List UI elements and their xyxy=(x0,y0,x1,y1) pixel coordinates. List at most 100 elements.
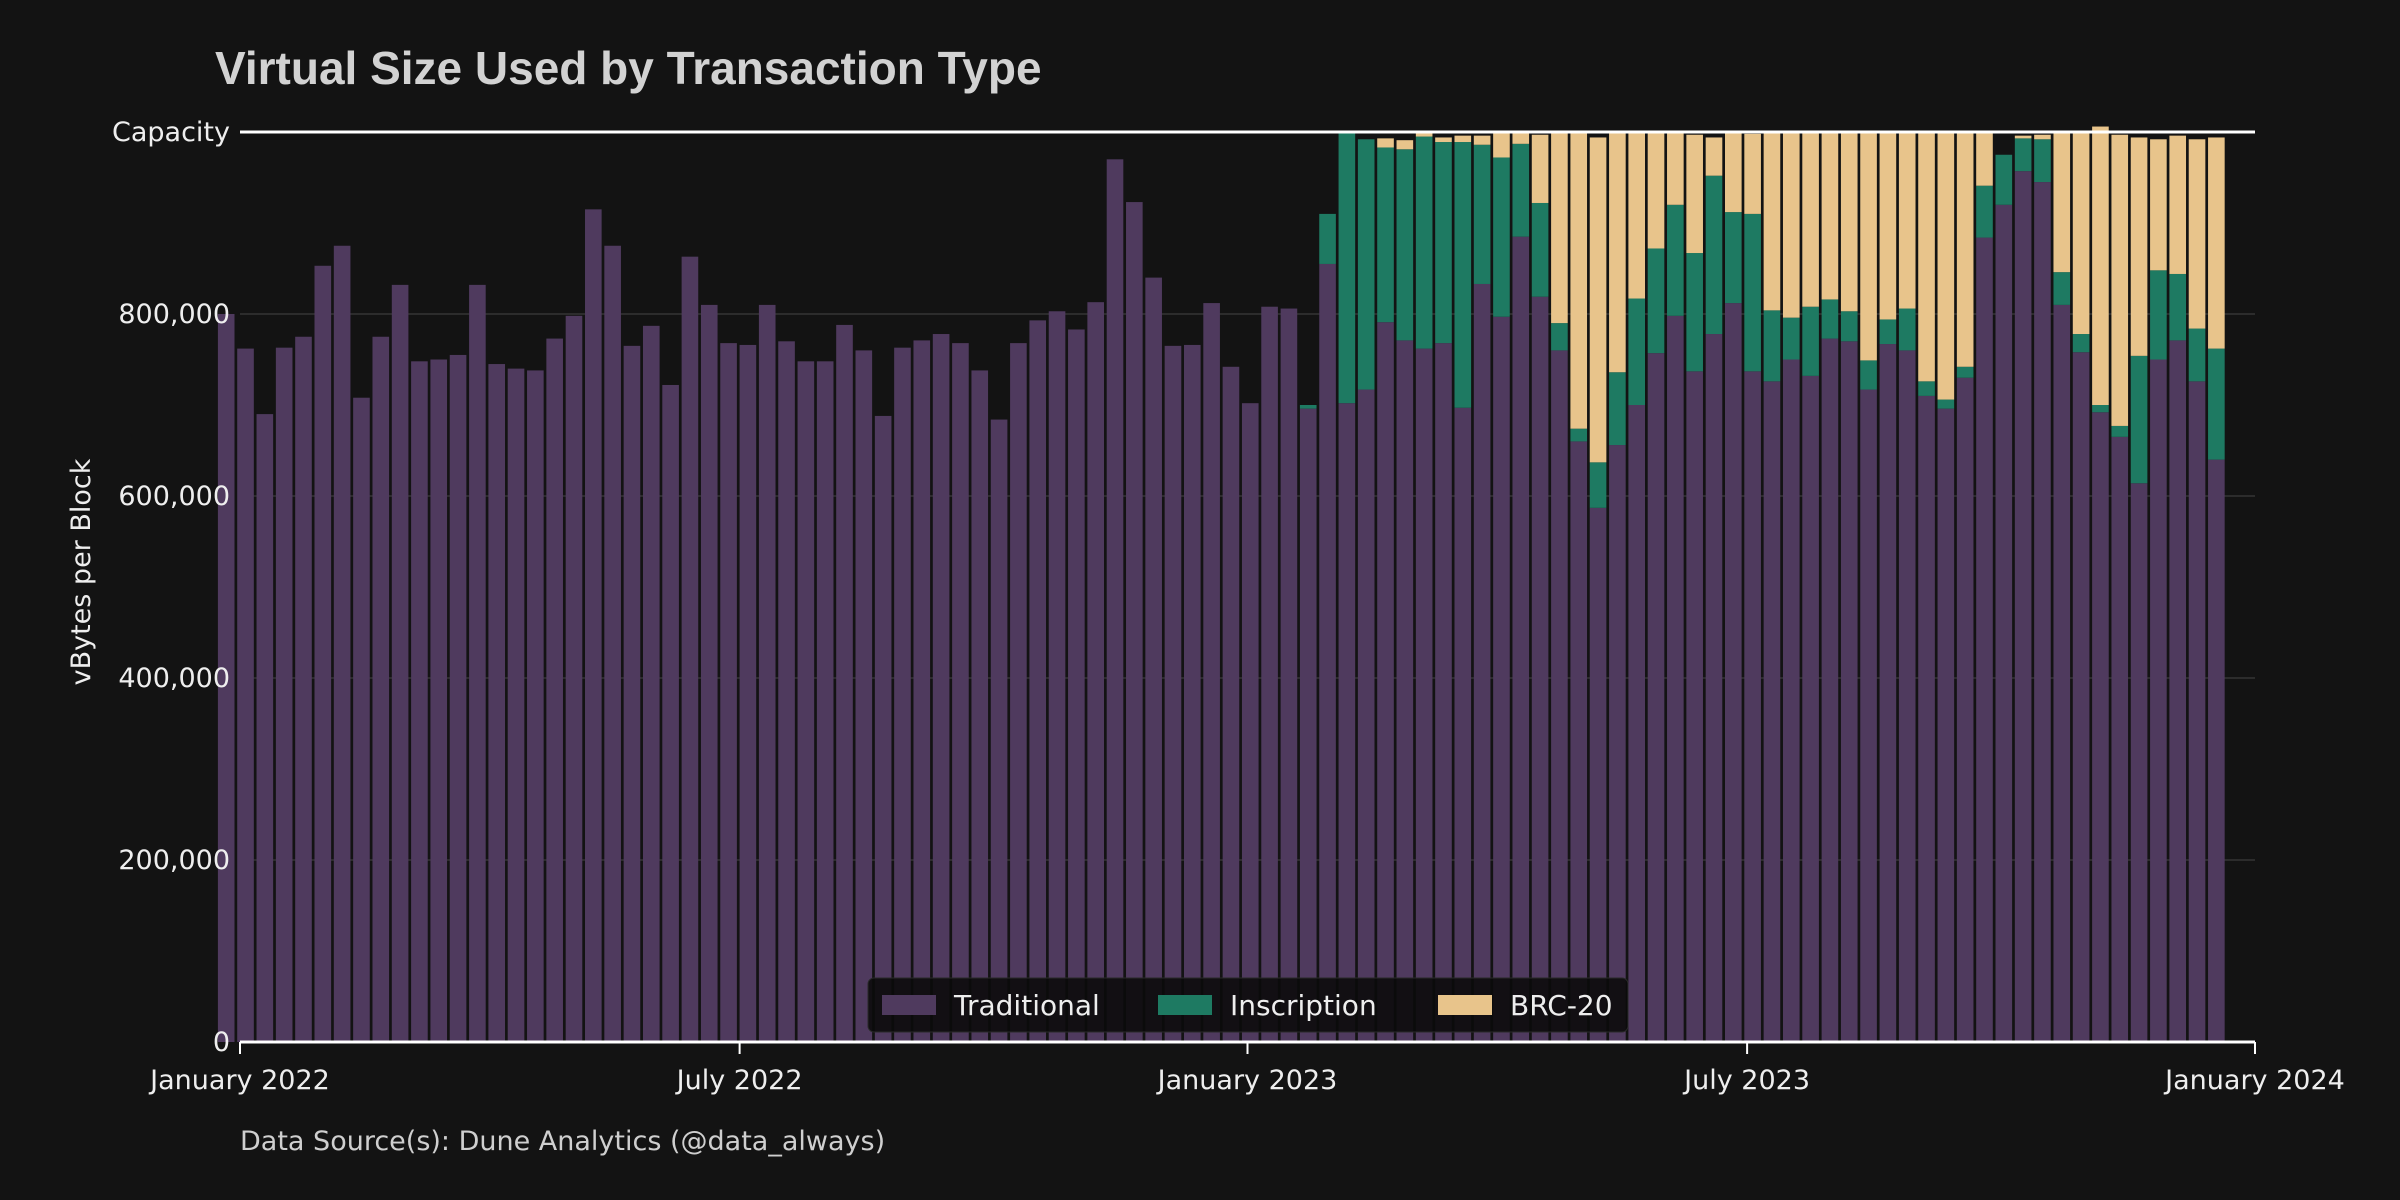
bar-traditional xyxy=(2014,171,2032,1042)
bar-traditional xyxy=(2053,304,2071,1042)
bar-traditional xyxy=(1338,403,1356,1042)
bar-brc-20 xyxy=(2150,139,2167,271)
bar-inscription xyxy=(1802,306,1819,376)
bar-traditional xyxy=(1802,375,1819,1042)
bar-traditional xyxy=(1435,343,1452,1042)
bar-brc-20 xyxy=(1415,132,1433,137)
bar-traditional xyxy=(1126,202,1143,1042)
bar-traditional xyxy=(2034,182,2051,1043)
bar-traditional xyxy=(565,315,583,1042)
bar-traditional xyxy=(1570,441,1588,1042)
capacity-label: Capacity xyxy=(112,117,230,148)
bar-brc-20 xyxy=(2130,137,2148,356)
bar-traditional xyxy=(894,347,911,1042)
y-tick-label: 0 xyxy=(213,1027,230,1058)
bar-inscription xyxy=(2053,272,2071,305)
bars xyxy=(217,126,2225,1043)
bar-traditional xyxy=(1976,237,1993,1042)
bar-brc-20 xyxy=(2072,132,2090,335)
bar-traditional xyxy=(2072,352,2090,1043)
chart-title: Virtual Size Used by Transaction Type xyxy=(215,42,1042,94)
bar-inscription xyxy=(1512,143,1530,237)
bar-traditional xyxy=(700,304,718,1042)
axes: 0 200,000 400,000 600,000 800,000 Capacity Jan… xyxy=(112,117,2345,1096)
bar-brc-20 xyxy=(2034,134,2051,140)
bar-traditional xyxy=(391,284,409,1042)
bar-traditional xyxy=(372,336,390,1042)
x-tick-label: July 2023 xyxy=(1682,1065,1810,1096)
bar-brc-20 xyxy=(2092,126,2109,405)
bar-brc-20 xyxy=(1937,132,1955,400)
bar-brc-20 xyxy=(1377,138,1394,148)
bar-brc-20 xyxy=(1821,132,1839,300)
bar-traditional xyxy=(1898,350,1916,1042)
bar-inscription xyxy=(1763,310,1781,382)
bar-traditional xyxy=(1840,341,1858,1042)
bar-brc-20 xyxy=(1609,132,1626,373)
x-tick-label: January 2023 xyxy=(1156,1065,1338,1096)
bar-brc-20 xyxy=(1802,132,1819,307)
y-tick-label: 400,000 xyxy=(118,663,230,694)
legend: Traditional Inscription BRC-20 xyxy=(867,977,1629,1033)
y-tick-label: 600,000 xyxy=(118,481,230,512)
bar-inscription xyxy=(1821,299,1839,339)
bar-traditional xyxy=(1473,283,1491,1043)
bar-traditional xyxy=(1048,311,1066,1042)
bar-traditional xyxy=(1454,407,1472,1043)
bar-brc-20 xyxy=(2111,134,2129,426)
bar-traditional xyxy=(1261,306,1278,1043)
bar-traditional xyxy=(816,361,834,1042)
bar-traditional xyxy=(1203,303,1220,1043)
bar-traditional xyxy=(1068,329,1085,1043)
bar-brc-20 xyxy=(1589,137,1607,463)
bar-traditional xyxy=(1241,403,1259,1042)
bar-traditional xyxy=(1782,359,1800,1042)
bar-inscription xyxy=(1647,248,1665,354)
bar-inscription xyxy=(1860,360,1877,390)
bar-traditional xyxy=(1667,315,1684,1042)
legend-label-brc-20: BRC-20 xyxy=(1510,989,1613,1022)
bar-inscription xyxy=(1744,213,1761,372)
bar-traditional xyxy=(1763,381,1781,1043)
bar-brc-20 xyxy=(1493,132,1510,158)
bar-brc-20 xyxy=(1840,132,1858,312)
bar-traditional xyxy=(1531,296,1549,1043)
bar-traditional xyxy=(1647,353,1665,1042)
bar-traditional xyxy=(256,414,274,1043)
bar-traditional xyxy=(333,245,351,1042)
bar-traditional xyxy=(758,304,776,1042)
bar-inscription xyxy=(1299,405,1317,409)
bar-brc-20 xyxy=(1647,132,1665,249)
bar-inscription xyxy=(2130,355,2148,484)
bar-brc-20 xyxy=(1551,132,1568,324)
bar-brc-20 xyxy=(1435,137,1452,143)
bar-brc-20 xyxy=(2014,135,2032,139)
bar-traditional xyxy=(1145,277,1162,1043)
bar-traditional xyxy=(739,344,757,1042)
bar-traditional xyxy=(1164,345,1182,1043)
bar-inscription xyxy=(1551,323,1568,351)
bar-inscription xyxy=(1589,462,1607,508)
bar-traditional xyxy=(353,397,370,1043)
x-tick-label: July 2022 xyxy=(675,1065,803,1096)
bar-traditional xyxy=(1821,338,1839,1042)
bar-traditional xyxy=(2208,459,2225,1043)
bar-traditional xyxy=(295,336,312,1042)
bar-inscription xyxy=(1338,132,1356,404)
bar-traditional xyxy=(585,209,602,1043)
bar-traditional xyxy=(1995,204,2013,1043)
bar-traditional xyxy=(604,245,621,1042)
bar-traditional xyxy=(1744,371,1761,1043)
bar-inscription xyxy=(1473,144,1491,284)
bar-brc-20 xyxy=(1860,132,1877,361)
bar-inscription xyxy=(1570,428,1588,442)
bar-traditional xyxy=(275,347,293,1042)
bar-traditional xyxy=(1512,236,1530,1042)
bar-traditional xyxy=(488,364,506,1042)
bar-traditional xyxy=(1087,302,1104,1042)
bar-brc-20 xyxy=(1705,137,1723,176)
bar-traditional xyxy=(1377,322,1394,1042)
bar-brc-20 xyxy=(1473,135,1491,145)
bar-traditional xyxy=(1415,348,1433,1043)
bar-traditional xyxy=(1937,408,1955,1042)
